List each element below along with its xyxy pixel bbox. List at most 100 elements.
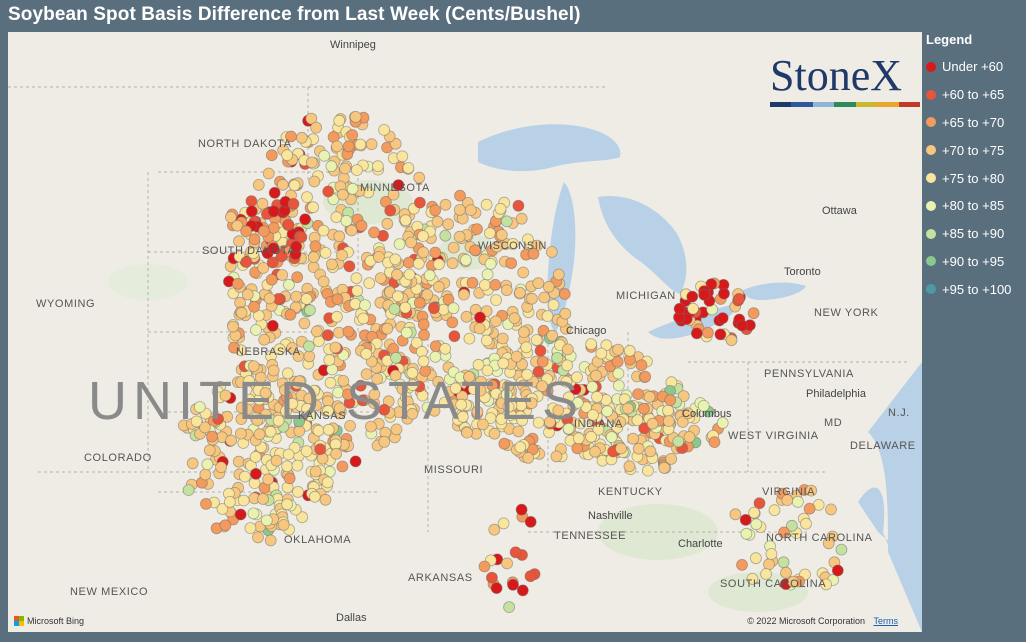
basis-point[interactable] xyxy=(677,390,690,403)
basis-point[interactable] xyxy=(257,225,270,238)
basis-point[interactable] xyxy=(346,129,359,141)
basis-point[interactable] xyxy=(203,444,216,457)
basis-point[interactable] xyxy=(304,409,317,422)
basis-point[interactable] xyxy=(481,364,494,377)
basis-point[interactable] xyxy=(442,218,455,231)
basis-point[interactable] xyxy=(551,351,564,364)
basis-point[interactable] xyxy=(417,318,430,331)
basis-point[interactable] xyxy=(464,204,477,217)
basis-point[interactable] xyxy=(530,334,543,346)
basis-point[interactable] xyxy=(632,388,644,401)
basis-point[interactable] xyxy=(257,262,270,274)
basis-point[interactable] xyxy=(490,294,503,307)
basis-point[interactable] xyxy=(384,204,397,217)
basis-point[interactable] xyxy=(364,420,377,433)
basis-point[interactable] xyxy=(432,375,445,388)
basis-point[interactable] xyxy=(290,290,303,303)
basis-point[interactable] xyxy=(746,573,759,585)
basis-point[interactable] xyxy=(476,418,489,431)
basis-point[interactable] xyxy=(459,254,472,266)
basis-point[interactable] xyxy=(524,570,537,583)
basis-point[interactable] xyxy=(357,312,370,325)
basis-point[interactable] xyxy=(527,247,540,260)
basis-point[interactable] xyxy=(469,244,482,257)
basis-point[interactable] xyxy=(344,419,357,432)
basis-point[interactable] xyxy=(686,290,699,303)
basis-point[interactable] xyxy=(252,178,265,191)
basis-point[interactable] xyxy=(319,246,332,259)
basis-point[interactable] xyxy=(331,293,344,306)
basis-point[interactable] xyxy=(262,167,275,180)
basis-point[interactable] xyxy=(463,332,476,345)
basis-point[interactable] xyxy=(437,303,450,316)
basis-point[interactable] xyxy=(267,222,280,234)
basis-point[interactable] xyxy=(429,204,442,217)
basis-point[interactable] xyxy=(698,288,711,301)
basis-point[interactable] xyxy=(305,156,318,169)
basis-point[interactable] xyxy=(321,476,334,489)
basis-point[interactable] xyxy=(250,324,262,336)
legend-item[interactable]: +95 to +100 xyxy=(924,275,1026,303)
basis-point[interactable] xyxy=(235,401,248,414)
basis-point[interactable] xyxy=(307,201,320,214)
basis-point[interactable] xyxy=(365,138,378,151)
basis-point[interactable] xyxy=(291,459,304,472)
basis-point[interactable] xyxy=(778,526,790,539)
basis-point[interactable] xyxy=(820,578,832,591)
basis-point[interactable] xyxy=(392,179,405,192)
basis-point[interactable] xyxy=(532,277,545,290)
basis-point[interactable] xyxy=(343,260,356,273)
basis-point[interactable] xyxy=(471,405,484,418)
basis-point[interactable] xyxy=(590,369,602,382)
basis-point[interactable] xyxy=(697,399,710,412)
basis-point[interactable] xyxy=(227,320,239,333)
basis-point[interactable] xyxy=(777,556,790,569)
basis-point[interactable] xyxy=(612,343,624,356)
basis-point[interactable] xyxy=(513,286,526,299)
basis-point[interactable] xyxy=(340,214,353,227)
basis-point[interactable] xyxy=(235,413,248,426)
basis-point[interactable] xyxy=(760,568,772,580)
basis-point[interactable] xyxy=(787,575,800,588)
basis-point[interactable] xyxy=(642,464,654,477)
basis-point[interactable] xyxy=(259,387,272,399)
basis-point[interactable] xyxy=(501,557,514,570)
basis-point[interactable] xyxy=(439,342,452,355)
basis-point[interactable] xyxy=(251,414,264,427)
basis-point[interactable] xyxy=(234,427,247,440)
basis-point[interactable] xyxy=(546,329,559,342)
basis-point[interactable] xyxy=(500,388,513,401)
basis-point[interactable] xyxy=(488,523,501,536)
legend-item[interactable]: +80 to +85 xyxy=(924,192,1026,220)
basis-point[interactable] xyxy=(290,240,303,253)
basis-point[interactable] xyxy=(512,199,525,212)
basis-point[interactable] xyxy=(275,250,288,263)
basis-point[interactable] xyxy=(480,198,493,211)
basis-point[interactable] xyxy=(638,402,650,415)
basis-point[interactable] xyxy=(295,131,308,144)
basis-point[interactable] xyxy=(359,299,371,312)
basis-point[interactable] xyxy=(534,344,547,357)
basis-point[interactable] xyxy=(248,300,261,313)
basis-point[interactable] xyxy=(321,329,334,342)
basis-point[interactable] xyxy=(542,280,555,293)
basis-point[interactable] xyxy=(314,443,327,456)
basis-point[interactable] xyxy=(541,310,554,323)
legend-item[interactable]: +90 to +95 xyxy=(924,248,1026,276)
basis-point[interactable] xyxy=(449,382,462,395)
basis-point[interactable] xyxy=(485,571,498,584)
basis-point[interactable] xyxy=(643,390,656,403)
basis-point[interactable] xyxy=(538,291,551,304)
basis-point[interactable] xyxy=(228,341,240,354)
basis-point[interactable] xyxy=(287,197,300,210)
basis-point[interactable] xyxy=(324,376,337,389)
basis-point[interactable] xyxy=(234,508,247,521)
basis-point[interactable] xyxy=(350,272,363,285)
basis-point[interactable] xyxy=(282,448,295,461)
basis-point[interactable] xyxy=(478,279,491,291)
basis-point[interactable] xyxy=(514,441,527,454)
basis-point[interactable] xyxy=(488,427,501,440)
basis-point[interactable] xyxy=(355,219,368,232)
basis-point[interactable] xyxy=(472,358,485,371)
basis-point[interactable] xyxy=(595,347,608,360)
